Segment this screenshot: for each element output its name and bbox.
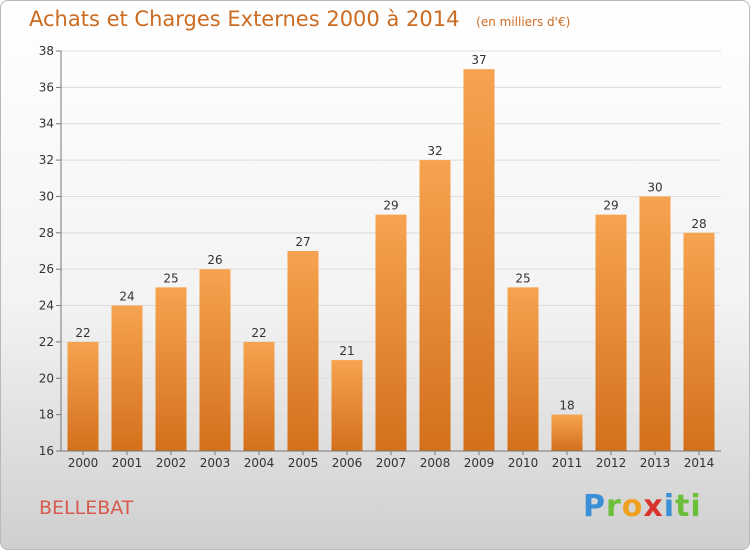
- x-tick-label: 2004: [244, 456, 275, 470]
- proxiti-logo[interactable]: Proxiti: [583, 489, 702, 524]
- x-tick-label: 2014: [684, 456, 715, 470]
- logo-letter: o: [621, 489, 644, 524]
- chart-title-text: Achats et Charges Externes 2000 à 2014: [29, 7, 460, 31]
- logo-letter: P: [583, 489, 606, 524]
- data-label: 29: [383, 199, 398, 213]
- x-tick-label: 2010: [508, 456, 539, 470]
- bar: [595, 214, 627, 451]
- data-label: 25: [163, 271, 178, 285]
- data-label: 37: [471, 53, 486, 67]
- x-tick-label: 2012: [596, 456, 627, 470]
- data-label: 32: [427, 144, 442, 158]
- bar: [507, 287, 539, 451]
- data-label: 22: [251, 326, 266, 340]
- axes: 16 18 20 22 24 26 28 30 32 34 36 38 2000 2001 2002 2003…: [39, 44, 721, 470]
- logo-letter: ti: [675, 489, 702, 524]
- logo-letter: i: [663, 489, 676, 524]
- bar: [683, 232, 715, 451]
- bar: [67, 341, 99, 451]
- logo-letter: r: [606, 489, 622, 524]
- data-label: 30: [647, 180, 662, 194]
- y-tick-label: 34: [39, 117, 54, 131]
- bar: [419, 160, 451, 451]
- y-tick-label: 22: [39, 335, 54, 349]
- x-tick-label: 2011: [552, 456, 583, 470]
- x-tick-label: 2008: [420, 456, 451, 470]
- data-label: 29: [603, 199, 618, 213]
- bar: [111, 305, 143, 451]
- data-label: 24: [119, 290, 134, 304]
- bar: [639, 196, 671, 451]
- bar: [463, 69, 495, 451]
- x-tick-label: 2002: [156, 456, 187, 470]
- x-tick-label: 2005: [288, 456, 319, 470]
- data-label: 18: [559, 399, 574, 413]
- commune-name: BELLEBAT: [39, 497, 134, 519]
- y-tick-label: 20: [39, 371, 54, 385]
- y-tick-label: 24: [39, 299, 54, 313]
- data-label: 21: [339, 344, 354, 358]
- y-tick-label: 28: [39, 226, 54, 240]
- y-tick-label: 30: [39, 189, 54, 203]
- x-tick-label: 2007: [376, 456, 407, 470]
- x-tick-label: 2000: [68, 456, 99, 470]
- data-label: 28: [691, 217, 706, 231]
- chart-unit: (en milliers d'€): [476, 15, 571, 29]
- y-tick-label: 32: [39, 153, 54, 167]
- bar: [551, 414, 583, 451]
- x-tick-label: 2001: [112, 456, 143, 470]
- bars: 22 24 25 26 22 27 21 29 32 37 25 18 29 30 28: [67, 53, 715, 451]
- data-label: 26: [207, 253, 222, 267]
- y-tick-label: 36: [39, 80, 54, 94]
- x-tick-label: 2009: [464, 456, 495, 470]
- bar: [331, 360, 363, 451]
- x-tick-label: 2006: [332, 456, 363, 470]
- bar: [287, 251, 319, 451]
- bar: [375, 214, 407, 451]
- y-tick-label: 18: [39, 408, 54, 422]
- chart-title: Achats et Charges Externes 2000 à 2014 (…: [29, 7, 570, 31]
- y-tick-label: 26: [39, 262, 54, 276]
- data-label: 27: [295, 235, 310, 249]
- bar: [243, 341, 275, 451]
- y-tick-label: 38: [39, 44, 54, 58]
- data-label: 25: [515, 271, 530, 285]
- y-tick-label: 16: [39, 444, 54, 458]
- bar: [155, 287, 187, 451]
- logo-letter: x: [643, 489, 664, 524]
- x-tick-label: 2003: [200, 456, 231, 470]
- data-label: 22: [75, 326, 90, 340]
- bar: [199, 269, 231, 451]
- x-tick-label: 2013: [640, 456, 671, 470]
